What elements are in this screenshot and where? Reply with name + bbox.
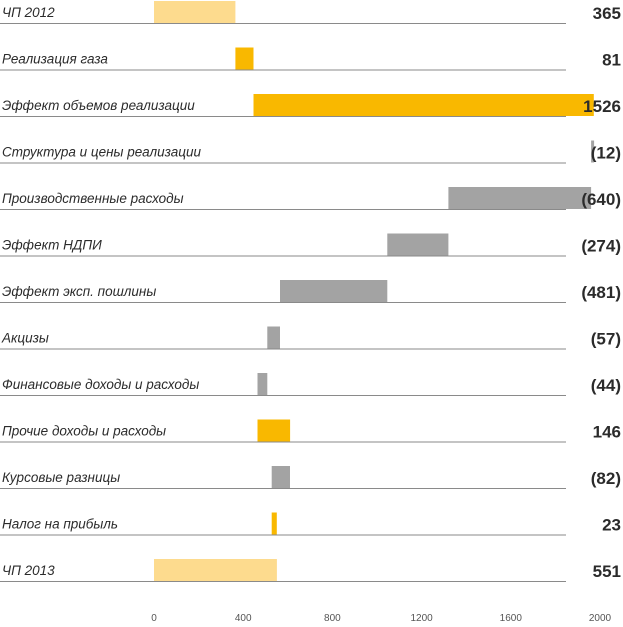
row-value-label: (82) (591, 469, 621, 488)
bar-positive (235, 47, 254, 70)
bar-total (154, 1, 236, 23)
row-category-label: Производственные расходы (2, 191, 184, 206)
chart-row: Реализация газа 81 (0, 47, 621, 71)
row-category-label: ЧП 2012 (2, 5, 55, 20)
chart-row: ЧП 2012 365 (0, 1, 621, 24)
row-value-label: 23 (602, 516, 621, 535)
row-category-label: Акцизы (1, 331, 49, 346)
row-category-label: Реализация газа (2, 52, 108, 67)
bar-negative (387, 233, 449, 256)
bar-positive (253, 94, 594, 116)
row-value-label: 81 (602, 51, 621, 70)
bar-total (154, 559, 277, 581)
row-value-label: (481) (581, 283, 621, 302)
x-axis-ticks: 0 400 800 1200 1600 2000 (151, 613, 611, 624)
chart-row: Эффект эксп. пошлины (481) (0, 280, 621, 303)
chart-row: Структура и цены реализации (12) (0, 140, 621, 164)
chart-row: Эффект объемов реализации 1526 (0, 94, 621, 117)
row-value-label: 551 (593, 562, 621, 581)
row-category-label: Курсовые разницы (2, 470, 120, 485)
chart-row: Производственные расходы (640) (0, 187, 621, 210)
bar-negative (280, 280, 388, 302)
chart-row: Акцизы (57) (0, 326, 621, 350)
row-value-label: (12) (591, 144, 621, 163)
chart-row: Курсовые разницы (82) (0, 466, 621, 489)
x-tick-label: 2000 (589, 613, 612, 624)
row-value-label: (274) (581, 237, 621, 256)
bar-positive (271, 512, 277, 535)
bar-negative (271, 466, 290, 488)
row-category-label: Прочие доходы и расходы (2, 424, 166, 439)
row-category-label: Эффект эксп. пошлины (2, 284, 156, 299)
row-category-label: Структура и цены реализации (2, 145, 201, 160)
bar-negative (448, 187, 592, 209)
row-value-label: (44) (591, 376, 621, 395)
chart-row: Налог на прибыль 23 (0, 512, 621, 536)
row-category-label: Финансовые доходы и расходы (2, 377, 199, 392)
x-tick-label: 1600 (500, 613, 523, 624)
x-tick-label: 400 (235, 613, 252, 624)
chart-row: ЧП 2013 551 (0, 559, 621, 582)
chart-row: Финансовые доходы и расходы (44) (0, 373, 621, 396)
bar-negative (267, 326, 280, 349)
chart-row: Прочие доходы и расходы 146 (0, 419, 621, 443)
row-category-label: ЧП 2013 (2, 563, 55, 578)
row-value-label: (57) (591, 330, 621, 349)
rows-layer: ЧП 2012 365 Реализация газа 81 Эффект объемо… (0, 1, 621, 582)
row-value-label: 1526 (583, 97, 621, 116)
bar-positive (257, 419, 291, 442)
row-category-label: Эффект НДПИ (2, 238, 102, 253)
x-tick-label: 0 (151, 613, 157, 624)
row-category-label: Налог на прибыль (2, 517, 118, 532)
row-value-label: (640) (581, 190, 621, 209)
chart-row: Эффект НДПИ (274) (0, 233, 621, 257)
row-value-label: 365 (593, 4, 621, 23)
bar-negative (257, 373, 268, 395)
x-tick-label: 800 (324, 613, 341, 624)
x-tick-label: 1200 (410, 613, 433, 624)
row-value-label: 146 (593, 423, 621, 442)
bar-negative (591, 140, 595, 163)
row-category-label: Эффект объемов реализации (2, 98, 195, 113)
